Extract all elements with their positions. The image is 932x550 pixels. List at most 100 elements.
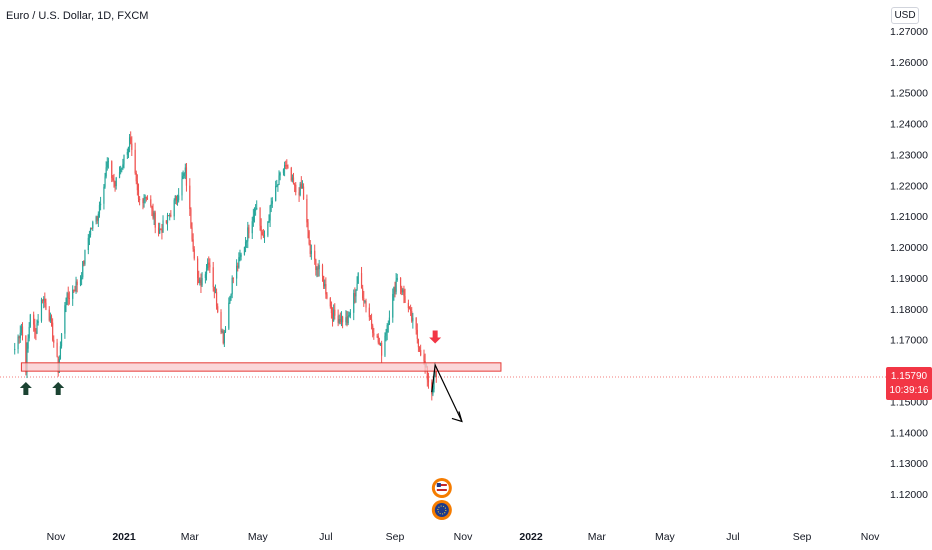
candle-body bbox=[107, 161, 109, 163]
last-price-value: 1.15790 bbox=[890, 371, 928, 382]
candle-body bbox=[182, 175, 184, 180]
candle-body bbox=[175, 195, 178, 201]
candle-body bbox=[209, 264, 211, 268]
candle-body bbox=[83, 261, 85, 264]
y-tick-label: 1.21000 bbox=[890, 211, 928, 223]
candle-body bbox=[252, 215, 254, 222]
down-arrow-icon bbox=[429, 330, 442, 344]
y-tick-label: 1.26000 bbox=[890, 57, 928, 69]
candle-body bbox=[201, 278, 203, 286]
candle-body bbox=[169, 214, 171, 217]
candle-body bbox=[122, 164, 124, 168]
candle-body bbox=[230, 294, 232, 297]
candle-body bbox=[53, 339, 55, 343]
candle-body bbox=[207, 262, 209, 269]
price-axis[interactable]: 1.27000 1.26000 1.25000 1.24000 1.23000 1.220… bbox=[890, 26, 928, 501]
candle-body bbox=[228, 302, 230, 329]
candle-body bbox=[285, 164, 287, 166]
last-price-label: 1.15790 10:39:16 bbox=[886, 367, 932, 400]
candle-body bbox=[282, 169, 285, 174]
candle-body bbox=[355, 289, 357, 297]
candle-body bbox=[323, 275, 325, 287]
candle-body bbox=[144, 197, 146, 199]
candle-body bbox=[267, 221, 269, 236]
candle-body bbox=[197, 258, 199, 279]
y-tick-label: 1.14000 bbox=[890, 427, 928, 439]
candle-body bbox=[130, 137, 132, 144]
candle-body bbox=[240, 254, 242, 257]
x-tick-label: Jul bbox=[726, 531, 739, 543]
x-tick-label: 2022 bbox=[519, 531, 543, 543]
candle-body bbox=[259, 207, 261, 226]
candle-body bbox=[66, 293, 68, 305]
candle-body bbox=[193, 249, 195, 259]
time-axis[interactable]: Nov 2021 Mar May Jul Sep Nov 2022 Mar May Jul Sep No… bbox=[47, 531, 881, 543]
candle-body bbox=[88, 234, 91, 238]
candle-body bbox=[279, 173, 281, 176]
candle-body bbox=[376, 335, 378, 337]
candle-body bbox=[370, 319, 373, 326]
candle-body bbox=[150, 199, 152, 206]
candle-body bbox=[394, 287, 396, 292]
candle-body bbox=[337, 315, 339, 323]
candle-body bbox=[401, 287, 403, 293]
candle-body bbox=[136, 181, 138, 191]
candle-body bbox=[302, 186, 305, 200]
candle-body bbox=[221, 330, 223, 333]
candle-body bbox=[360, 273, 363, 289]
candle-body bbox=[204, 274, 207, 279]
candle-body bbox=[315, 259, 317, 270]
candle-body bbox=[98, 205, 101, 214]
projection-line bbox=[431, 362, 463, 422]
candle-body bbox=[48, 309, 50, 321]
currency-button[interactable]: USD bbox=[891, 7, 919, 24]
x-tick-label: May bbox=[655, 531, 676, 543]
candle-body bbox=[146, 198, 149, 200]
candle-body bbox=[287, 166, 289, 168]
candle-body bbox=[151, 205, 153, 209]
candle-body bbox=[262, 235, 265, 237]
candle-body bbox=[368, 307, 370, 318]
candle-body bbox=[74, 290, 76, 292]
candle-body bbox=[37, 320, 39, 323]
eu-flag-center bbox=[434, 503, 449, 517]
candle-body bbox=[372, 325, 374, 334]
candle-body bbox=[236, 265, 238, 279]
candle-body bbox=[18, 336, 20, 339]
candle-body bbox=[347, 316, 349, 324]
candle-body bbox=[200, 279, 202, 286]
candle-body bbox=[318, 265, 320, 270]
candle-body bbox=[222, 330, 224, 344]
candle-body bbox=[248, 227, 250, 234]
bar-countdown: 10:39:16 bbox=[889, 385, 929, 396]
candle-body bbox=[68, 298, 70, 300]
candle-body bbox=[168, 215, 170, 217]
candle-body bbox=[309, 243, 311, 254]
candle-body bbox=[356, 283, 358, 290]
candle-body bbox=[123, 154, 125, 165]
candle-body bbox=[333, 309, 335, 321]
candle-body bbox=[145, 197, 147, 199]
candle-body bbox=[399, 277, 402, 288]
candle-body bbox=[87, 237, 89, 251]
candle-body bbox=[292, 177, 295, 185]
candle-body bbox=[416, 329, 418, 339]
candle-body bbox=[298, 192, 300, 196]
candle-body bbox=[420, 350, 422, 356]
candle-body bbox=[295, 184, 297, 193]
candle-body bbox=[217, 306, 219, 312]
candle-body bbox=[199, 279, 201, 284]
candle-body bbox=[393, 287, 395, 294]
candle-body bbox=[105, 167, 107, 177]
candle-body bbox=[407, 302, 409, 309]
candle-body bbox=[418, 347, 421, 351]
candle-body bbox=[324, 283, 326, 287]
candle-body bbox=[261, 231, 263, 236]
x-tick-label: Nov bbox=[861, 531, 880, 543]
candle-body bbox=[45, 302, 47, 310]
candle-body bbox=[278, 175, 280, 186]
candle-body bbox=[34, 324, 36, 332]
candle-body bbox=[26, 348, 28, 373]
candle-body bbox=[231, 277, 233, 295]
